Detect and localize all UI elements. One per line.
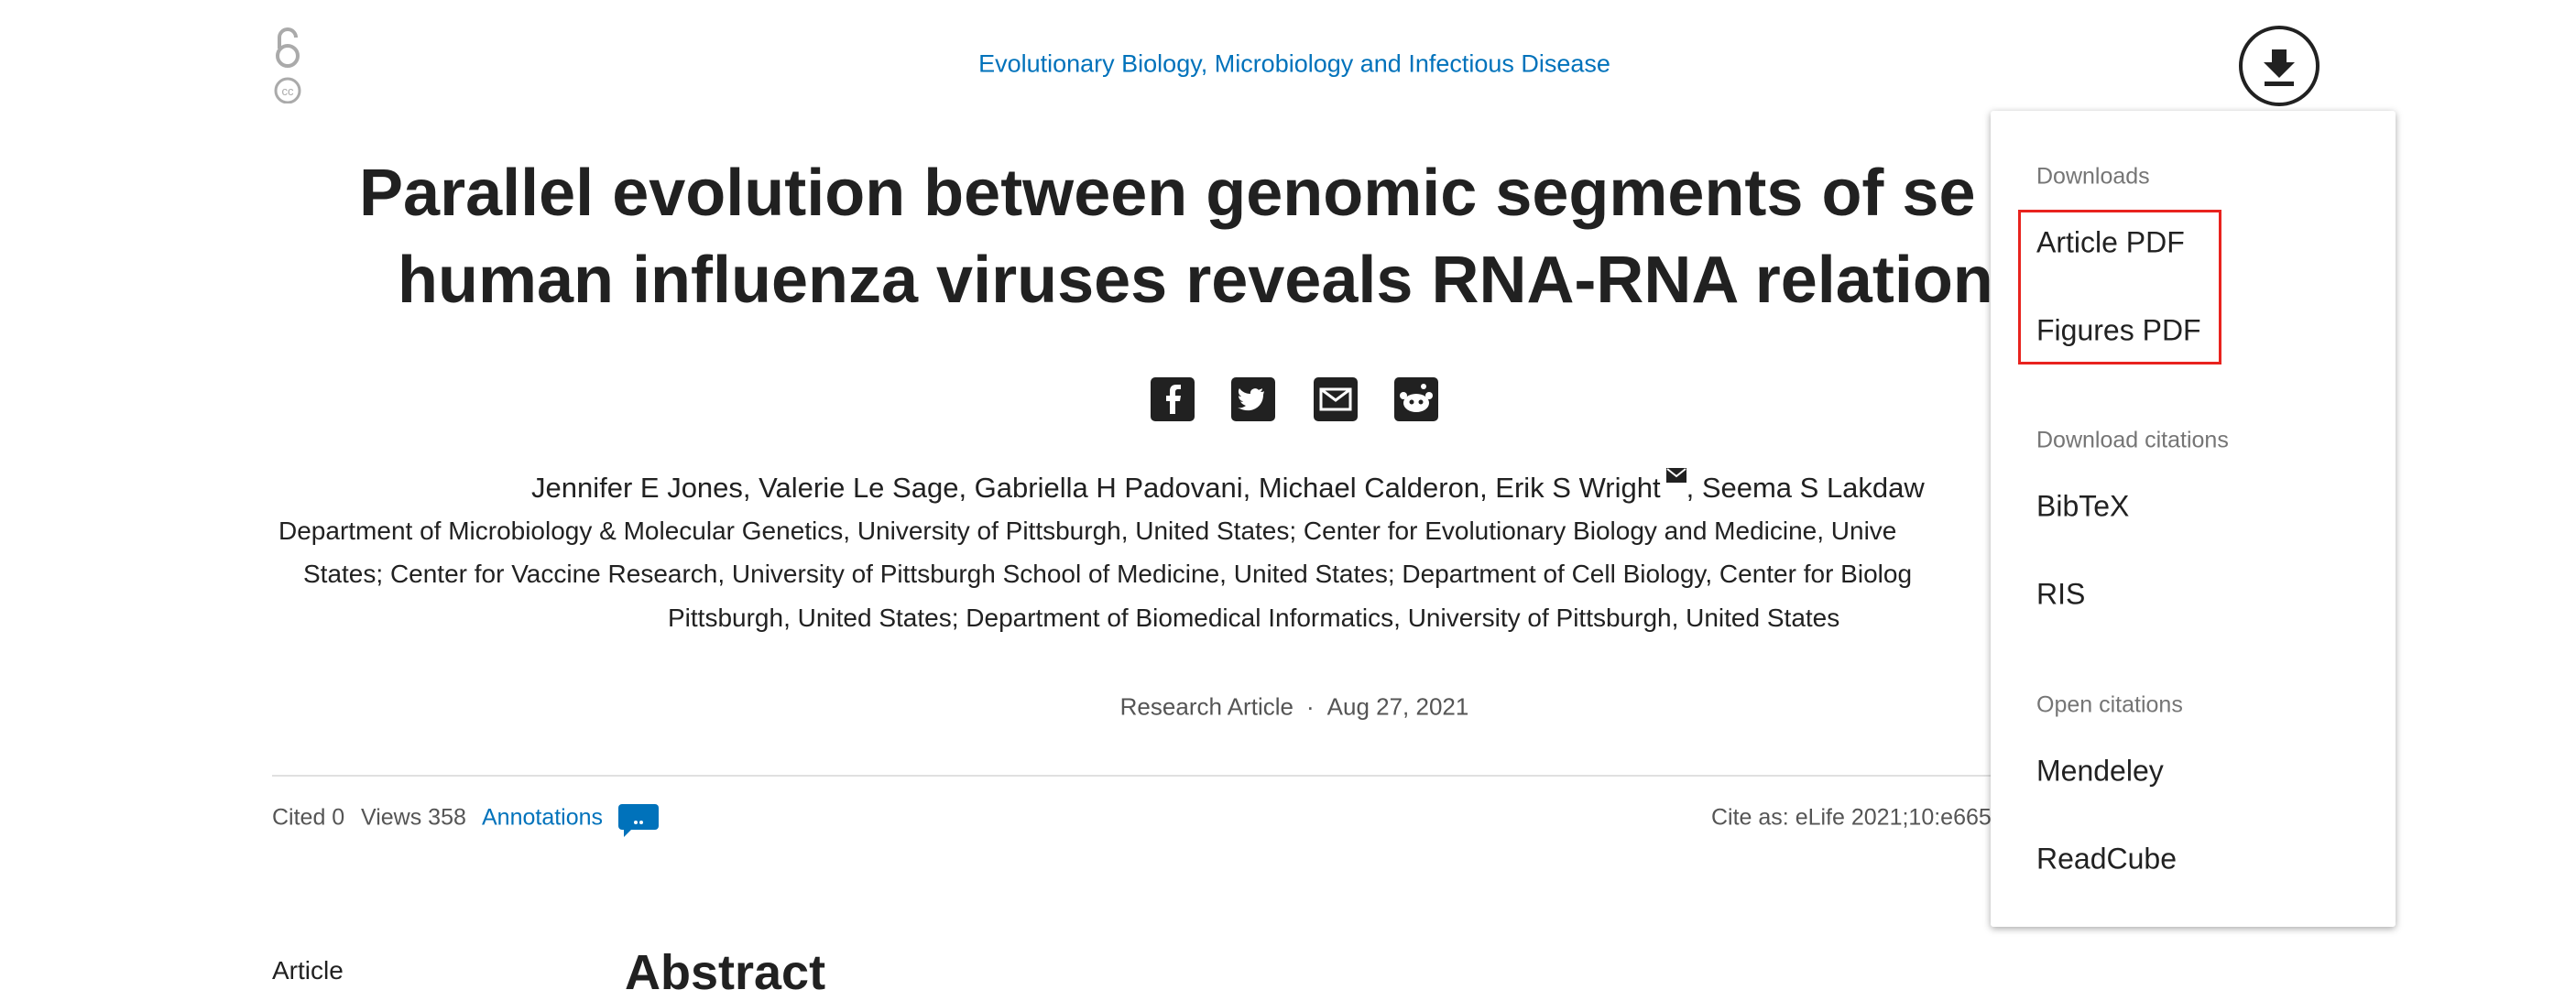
menu-heading: Download citations <box>2036 427 2229 453</box>
title-line: Parallel evolution between genomic segme… <box>359 157 1976 230</box>
author-names: Jennifer E Jones, Valerie Le Sage, Gabri… <box>531 472 1661 504</box>
share-icons <box>1151 377 1438 421</box>
twitter[interactable] <box>1231 377 1275 421</box>
menu-item[interactable]: ReadCube <box>2036 842 2177 876</box>
email[interactable] <box>1314 377 1358 421</box>
abstract-heading: Abstract <box>625 945 826 1000</box>
menu-item[interactable]: RIS <box>2036 577 2086 611</box>
nav-article[interactable]: Article <box>272 956 344 985</box>
divider <box>272 775 1991 777</box>
download-button[interactable] <box>2237 24 2321 108</box>
title-line: human influenza viruses reveals RNA-RNA … <box>398 244 1993 317</box>
reddit[interactable] <box>1394 377 1438 421</box>
menu-item[interactable]: Mendeley <box>2036 754 2164 788</box>
article-type: Research Article <box>1119 692 1293 721</box>
annotations-badge[interactable] <box>618 804 659 837</box>
svg-text:cc: cc <box>282 84 295 98</box>
annotations-link[interactable]: Annotations <box>482 804 604 831</box>
affiliation-line: Pittsburgh, United States; Department of… <box>668 604 1840 632</box>
menu-heading: Open citations <box>2036 691 2183 718</box>
views-count: Views 358 <box>361 804 466 831</box>
menu-item[interactable]: Article PDF <box>2036 225 2185 259</box>
affiliation-line: Department of Microbiology & Molecular G… <box>278 517 1897 545</box>
article-date: Aug 27, 2021 <box>1326 692 1469 721</box>
highlight-box <box>2018 210 2221 364</box>
separator: · <box>1305 692 1315 721</box>
facebook[interactable] <box>1151 377 1195 421</box>
menu-item[interactable]: Figures PDF <box>2036 313 2201 347</box>
article-meta: Research Article · Aug 27, 2021 <box>1120 693 1469 722</box>
authors: Jennifer E Jones, Valerie Le Sage, Gabri… <box>531 468 1925 505</box>
download-menu: Downloads Article PDF Figures PDF Download … <box>1991 111 2396 927</box>
menu-item[interactable]: BibTeX <box>2036 489 2130 523</box>
menu-heading: Downloads <box>2036 163 2150 190</box>
affiliation-line: States; Center for Vaccine Research, Uni… <box>303 560 1913 588</box>
open-access-icon: cc <box>274 27 301 103</box>
cite-as: Cite as: eLife 2021;10:e665 <box>1711 804 1992 831</box>
author-names: , Seema S Lakdaw <box>1686 472 1925 504</box>
cited-count: Cited 0 <box>272 804 345 831</box>
mail-icon <box>1665 468 1686 483</box>
subject-link[interactable]: Evolutionary Biology, Microbiology and I… <box>978 49 1610 78</box>
